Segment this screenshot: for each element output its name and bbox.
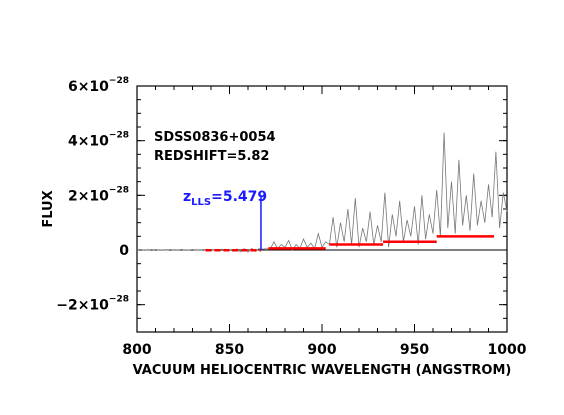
y-tick-label: 0 <box>119 243 129 259</box>
y-tick-exponent: −28 <box>109 131 129 141</box>
plot-area <box>136 85 508 333</box>
y-tick-mantissa: 0 <box>119 243 129 259</box>
y-tick-exponent: −28 <box>109 295 129 305</box>
x-tick-label: 900 <box>307 342 336 358</box>
lls-label-subscript: LLS <box>191 197 211 208</box>
y-tick-mantissa: 4×10 <box>68 134 109 150</box>
y-tick-mantissa: 6×10 <box>68 79 109 95</box>
y-tick-label: 6×10−28 <box>68 76 129 95</box>
x-axis: 800 850 900 950 1000 <box>122 86 527 358</box>
y-tick-label: 4×10−28 <box>68 131 129 150</box>
x-axis-label: VACUUM HELIOCENTRIC WAVELENGTH (ANGSTROM… <box>133 363 512 378</box>
y-tick-mantissa: 2×10 <box>68 188 109 204</box>
x-tick-label: 800 <box>122 342 151 358</box>
lls-label-z: z <box>183 189 191 205</box>
data-layer <box>136 132 508 253</box>
y-tick-exponent: −28 <box>109 76 129 86</box>
x-tick-label: 850 <box>215 342 244 358</box>
object-name-annotation: SDSS0836+0054 <box>154 130 276 145</box>
y-axis-label: FLUX <box>41 190 56 227</box>
lls-label-value: =5.479 <box>211 189 267 205</box>
plot-frame <box>136 85 508 333</box>
y-tick-exponent: −28 <box>109 185 129 195</box>
x-tick-label: 950 <box>400 342 429 358</box>
lls-label: zLLS=5.479 <box>183 189 267 208</box>
x-tick-label: 1000 <box>488 342 527 358</box>
redshift-annotation: REDSHIFT=5.82 <box>154 149 269 164</box>
y-tick-label: −2×10−28 <box>56 295 129 314</box>
y-tick-mantissa: −2×10 <box>56 298 109 314</box>
y-tick-label: 2×10−28 <box>68 185 129 204</box>
